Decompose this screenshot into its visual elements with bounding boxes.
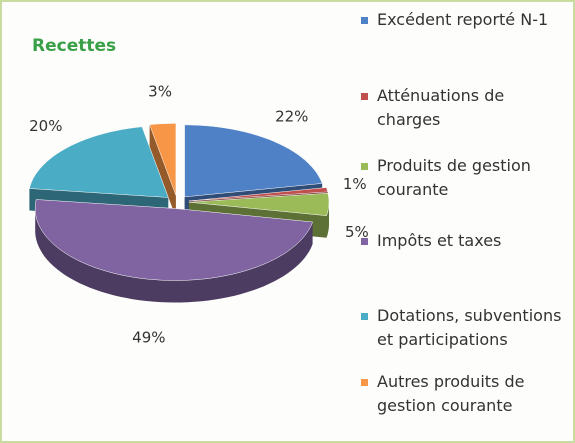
legend-item: Impôts et taxes [357,229,567,253]
legend-item: Excédent reporté N-1 [357,8,567,32]
slice [29,126,169,198]
legend-item: Autres produits de gestion courante [357,370,567,418]
slice [149,123,177,196]
legend-label: Produits de gestion courante [377,156,531,199]
slice [184,124,323,198]
legend-item: Produits de gestion courante [357,154,567,202]
data-label: 49% [132,329,165,347]
legend-swatch [361,17,368,24]
data-label: 20% [29,117,62,135]
legend-label: Dotations, subventions et participations [377,306,562,349]
legend-label: Excédent reporté N-1 [377,10,549,29]
legend-item: Atténuations de charges [357,84,567,132]
legend-swatch [361,93,368,100]
legend-swatch [361,313,368,320]
legend-swatch [361,379,368,386]
legend-label: Autres produits de gestion courante [377,372,525,415]
data-label: 3% [148,82,172,100]
legend-label: Impôts et taxes [377,231,502,250]
chart-title: Recettes [32,36,116,56]
legend-item: Dotations, subventions et participations [357,304,567,352]
slice [188,192,330,216]
legend-label: Atténuations de charges [377,86,505,129]
slice [34,199,313,281]
data-label: 5% [345,223,369,241]
data-label: 1% [343,175,367,193]
legend-swatch [361,163,368,170]
data-label: 22% [275,107,308,125]
slice [188,187,329,202]
legend-swatch [361,238,368,245]
